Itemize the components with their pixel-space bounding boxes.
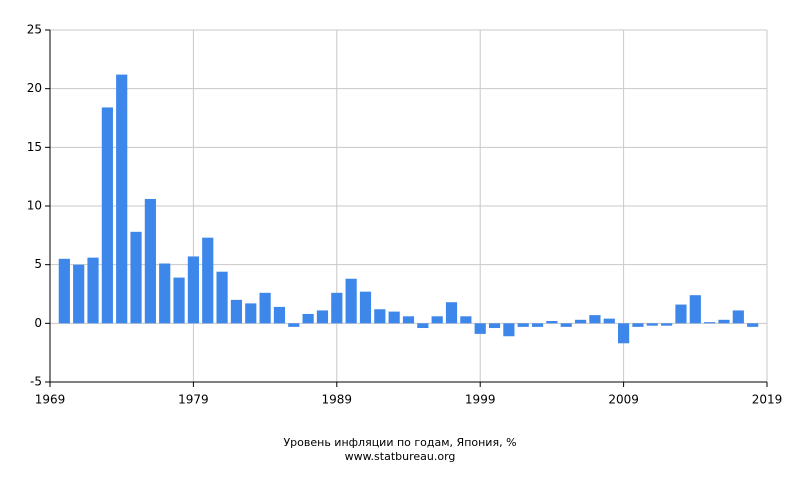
y-tick-label: -5: [30, 375, 42, 389]
y-tick-label: 5: [34, 257, 42, 271]
bar: [259, 292, 271, 324]
bar: [431, 316, 443, 324]
chart-subtitle: www.statbureau.org: [345, 450, 456, 463]
bar: [288, 323, 300, 327]
bar: [546, 320, 558, 324]
bar: [316, 310, 329, 324]
bar: [202, 237, 214, 324]
x-tick-label: 1989: [322, 393, 353, 407]
chart-title: Уровень инфляции по годам, Япония, %: [283, 436, 516, 449]
bar: [331, 292, 343, 324]
bar: [388, 311, 400, 324]
bar: [747, 323, 759, 327]
y-tick-label: 20: [27, 81, 42, 95]
bar: [689, 295, 701, 324]
x-tick-label: 2019: [752, 393, 783, 407]
x-tick-label: 1979: [178, 393, 209, 407]
bar: [273, 306, 286, 324]
bar: [216, 271, 228, 324]
bar: [732, 310, 744, 324]
bar: [704, 322, 716, 324]
bar: [302, 313, 314, 324]
bar: [675, 304, 687, 324]
bar: [574, 319, 587, 324]
bar: [531, 323, 544, 327]
bar: [187, 256, 199, 324]
bar: [359, 291, 372, 324]
bar: [488, 323, 501, 329]
bar: [618, 323, 630, 344]
x-tick-label: 2009: [608, 393, 639, 407]
bar: [144, 198, 156, 324]
bar: [503, 323, 515, 337]
bar: [230, 299, 243, 324]
bar: [718, 319, 730, 324]
bar: [101, 107, 113, 324]
y-tick-label: 0: [34, 316, 42, 330]
bar: [445, 302, 458, 324]
bar: [58, 258, 70, 324]
bar: [245, 303, 257, 324]
bar: [87, 257, 99, 324]
bar: [474, 323, 486, 334]
bar: [589, 315, 601, 324]
bar: [345, 278, 357, 324]
bar: [417, 323, 429, 329]
bar: [603, 318, 615, 324]
y-tick-label: 25: [27, 23, 42, 37]
bar: [374, 309, 386, 324]
bar: [661, 323, 673, 326]
bar: [460, 316, 472, 324]
bar: [130, 231, 142, 324]
bar: [173, 277, 185, 324]
y-tick-label: 15: [27, 140, 42, 154]
y-tick-label: 10: [27, 199, 42, 213]
bar: [402, 316, 415, 324]
bar: [632, 323, 644, 327]
bar: [73, 264, 85, 324]
x-tick-label: 1999: [465, 393, 496, 407]
bar: [646, 323, 658, 326]
x-tick-label: 1969: [35, 393, 66, 407]
bar: [517, 323, 529, 327]
bar: [560, 323, 572, 327]
bar: [159, 263, 171, 324]
bar: [116, 74, 128, 324]
